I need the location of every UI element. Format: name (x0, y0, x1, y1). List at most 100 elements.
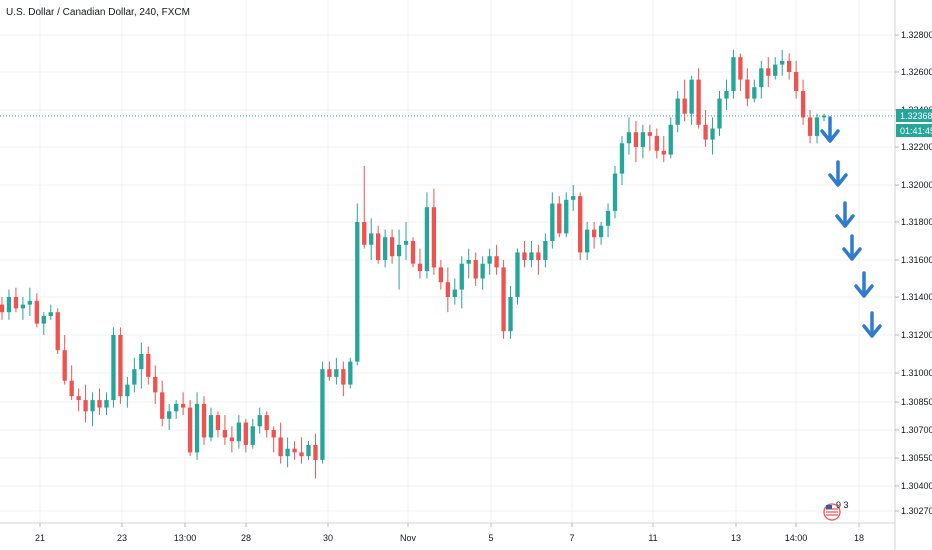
candle-body (633, 132, 639, 147)
candle-body (793, 72, 799, 91)
candle-body (626, 132, 632, 144)
candle-body (494, 256, 499, 268)
candle (348, 357, 353, 389)
candle (271, 426, 276, 453)
candle (278, 422, 283, 464)
candle (417, 248, 423, 279)
y-tick-label: 1.31200 (901, 330, 932, 340)
candle-body (167, 411, 172, 419)
candle-body (508, 297, 513, 332)
candle (752, 79, 757, 103)
candle-body (759, 68, 764, 88)
candle-body (327, 369, 332, 377)
candle (250, 418, 255, 449)
x-tick-label: 5 (488, 533, 493, 543)
candle-body (264, 415, 269, 430)
candle (682, 79, 687, 122)
candle (299, 437, 304, 464)
candle-body (647, 132, 653, 136)
down-arrow-icon (842, 234, 862, 261)
countdown-label: 01:41:45 (900, 126, 932, 136)
candle (487, 248, 492, 275)
candle (208, 407, 214, 442)
candle-body (90, 400, 95, 412)
candle (62, 335, 67, 385)
candle (355, 203, 360, 366)
candle (111, 327, 116, 408)
candle (508, 285, 513, 339)
candle (619, 135, 625, 185)
candle-body (480, 263, 485, 279)
x-tick-label: 30 (323, 533, 333, 543)
candle-body (236, 422, 242, 442)
candle-body (229, 437, 235, 442)
candle (139, 342, 144, 389)
candle (132, 357, 137, 393)
candle-body (731, 57, 736, 91)
candle (536, 244, 541, 275)
candle-body (125, 384, 130, 397)
y-tick-label: 1.30550 (901, 453, 932, 463)
down-arrow-icon (854, 271, 874, 298)
candle-body (459, 263, 464, 290)
candle (780, 49, 785, 76)
candle-body (598, 225, 604, 238)
candle-body (543, 241, 548, 260)
candle-body (682, 98, 687, 114)
candle-body (807, 117, 813, 136)
us-flag-calendar-icon[interactable]: 9 3 (823, 500, 849, 521)
candle (194, 392, 200, 460)
candle (104, 392, 109, 416)
candle-body (403, 241, 409, 245)
candle (6, 289, 12, 320)
candle-body (710, 128, 715, 140)
candle (13, 287, 19, 313)
candle-body (619, 143, 625, 174)
time-axis[interactable]: 21 23 13:00 28 30 Nov 5 7 11 13 14:00 18 (35, 523, 864, 543)
candle-body (34, 300, 39, 324)
candle (626, 117, 632, 155)
candle (146, 346, 151, 385)
candle (571, 185, 576, 211)
candle-body (48, 312, 53, 316)
candle (738, 53, 743, 91)
candle (257, 407, 262, 434)
candle (773, 57, 778, 80)
candle (382, 229, 388, 268)
candle (424, 192, 430, 279)
candle-body (515, 252, 520, 297)
candle-body (445, 282, 450, 297)
candle (410, 237, 416, 268)
current-price-tag: 1.32368 01:41:45 (896, 109, 932, 137)
candle-body (557, 203, 562, 234)
candle-body (522, 252, 527, 260)
candle-body (487, 256, 492, 264)
y-tick-label: 1.32600 (901, 67, 932, 77)
candle (800, 79, 806, 125)
x-tick-label: 11 (648, 533, 657, 543)
candle (717, 91, 722, 136)
candle-body (313, 444, 318, 460)
candle-body (584, 229, 590, 253)
forecast-arrows (820, 116, 882, 338)
current-price-label: 1.32368 (900, 111, 932, 121)
candle-body (243, 422, 248, 445)
candle (584, 222, 590, 260)
candle-body (814, 117, 820, 136)
candle (376, 225, 381, 264)
candle (369, 218, 374, 260)
candle (529, 241, 534, 268)
candle-body (62, 350, 67, 381)
candle (243, 418, 248, 453)
price-axis[interactable]: 1.328001.326001.324001.322001.320001.318… (895, 30, 932, 516)
candle (236, 415, 242, 449)
grid (0, 0, 895, 523)
candle-body (550, 203, 555, 241)
candle-body (278, 437, 283, 457)
x-tick-label: 14:00 (785, 533, 808, 543)
down-arrow-icon (862, 311, 882, 338)
candle-body (334, 369, 339, 377)
candle (403, 222, 409, 260)
down-arrow-icon (820, 116, 840, 143)
